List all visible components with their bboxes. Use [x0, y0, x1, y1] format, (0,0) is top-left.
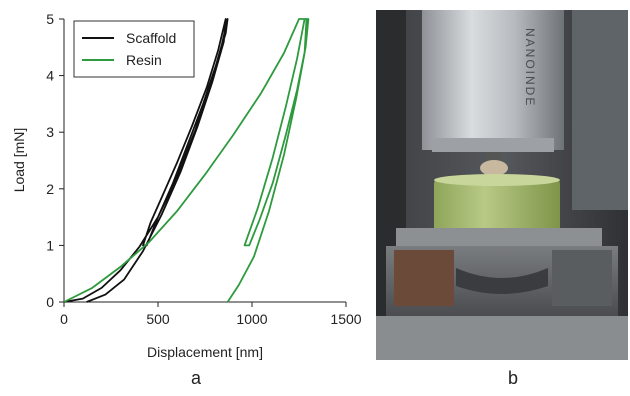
sample-top-face: [434, 174, 560, 186]
x-tick-label: 1500: [330, 311, 361, 327]
x-axis-title: Displacement [nm]: [147, 344, 263, 360]
load-displacement-chart: 0 500 1000 1500 0 1 2 3 4 5 Displacement [nm] Loa…: [11, 11, 362, 360]
y-tick-label: 2: [46, 181, 54, 197]
x-tick-label: 500: [146, 311, 170, 327]
stage-lower: [376, 316, 628, 360]
y-tick-label: 3: [46, 124, 54, 140]
series-line-resin: [63, 18, 310, 303]
y-tick-label: 4: [46, 68, 54, 84]
panel-label-b: b: [508, 368, 519, 388]
y-tick-label: 5: [46, 11, 54, 27]
y-tick-label: 0: [46, 294, 54, 310]
legend: Scaffold Resin: [73, 20, 195, 78]
indenter-collar: [432, 138, 554, 152]
stage-rail: [456, 268, 548, 294]
stage-clamp-right: [552, 250, 612, 306]
x-tick-label: 0: [60, 311, 68, 327]
sample-disc: [434, 178, 560, 240]
legend-box: [73, 20, 195, 78]
indenter-brand-text: NANOINDE: [523, 28, 537, 107]
indenter-tip: [480, 160, 508, 176]
stage-clamp-left: [394, 250, 454, 306]
panel-label-a: a: [191, 368, 202, 388]
nanoindenter-photo: NANOINDE: [376, 10, 628, 360]
sample-holder: [396, 228, 602, 246]
legend-label-scaffold: Scaffold: [126, 30, 176, 46]
photo-wall-right: [572, 10, 628, 210]
y-axis-title: Load [mN]: [11, 128, 27, 193]
legend-label-resin: Resin: [126, 52, 162, 68]
indenter-column: [422, 10, 564, 150]
y-tick-label: 1: [46, 237, 54, 253]
x-tick-label: 1000: [236, 311, 267, 327]
